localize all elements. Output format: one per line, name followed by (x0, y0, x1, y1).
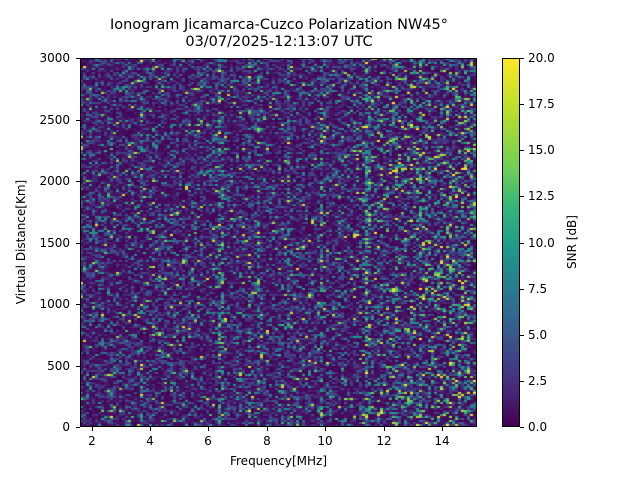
y-tick (76, 120, 80, 121)
colorbar-tick (520, 381, 524, 382)
y-tick (76, 366, 80, 367)
y-tick-label: 1500 (39, 236, 70, 250)
x-tick (325, 427, 326, 431)
y-tick-label: 0 (62, 420, 70, 434)
y-tick-label: 2000 (39, 174, 70, 188)
x-tick-label: 4 (146, 434, 154, 448)
colorbar-tick-label: 7.5 (528, 282, 548, 296)
y-tick (76, 243, 80, 244)
y-tick (76, 304, 80, 305)
x-tick (442, 427, 443, 431)
colorbar-tick (520, 150, 524, 151)
heatmap-canvas (80, 58, 477, 427)
x-tick-label: 14 (434, 434, 450, 448)
colorbar-tick (520, 104, 524, 105)
x-tick (150, 427, 151, 431)
title-line-2: 03/07/2025-12:13:07 UTC (185, 34, 373, 50)
x-tick (384, 427, 385, 431)
y-tick (76, 427, 80, 428)
colorbar-tick-label: 17.5 (528, 97, 555, 111)
title-line-1: Ionogram Jicamarca-Cuzco Polarization NW… (109, 17, 449, 33)
y-tick (76, 181, 80, 182)
x-tick (208, 427, 209, 431)
ionogram-heatmap (80, 58, 477, 427)
colorbar-tick-label: 0.0 (528, 420, 548, 434)
x-axis-title: Frequency[MHz] (229, 454, 328, 468)
x-tick-label: 10 (317, 434, 333, 448)
colorbar-tick (520, 58, 524, 59)
colorbar-tick-label: 2.5 (528, 374, 548, 388)
y-tick-label: 1000 (39, 297, 70, 311)
colorbar-tick-label: 10.0 (528, 236, 555, 250)
x-tick-label: 12 (376, 434, 392, 448)
x-tick-label: 2 (88, 434, 96, 448)
x-tick-label: 6 (204, 434, 212, 448)
colorbar-title: SNR [dB] (565, 215, 579, 269)
colorbar-tick-label: 5.0 (528, 328, 548, 342)
colorbar-tick (520, 289, 524, 290)
colorbar-tick-label: 12.5 (528, 189, 555, 203)
x-tick (92, 427, 93, 431)
x-tick-label: 8 (263, 434, 271, 448)
colorbar-tick-label: 15.0 (528, 143, 555, 157)
y-axis-title: Virtual Distance[Km] (14, 179, 28, 305)
y-tick (76, 58, 80, 59)
colorbar-tick (520, 335, 524, 336)
colorbar-tick (520, 427, 524, 428)
colorbar (502, 58, 520, 427)
y-tick-label: 3000 (39, 51, 70, 65)
x-tick (267, 427, 268, 431)
colorbar-tick-label: 20.0 (528, 51, 555, 65)
y-tick-label: 500 (47, 359, 70, 373)
y-tick-label: 2500 (39, 113, 70, 127)
colorbar-tick (520, 243, 524, 244)
colorbar-tick (520, 196, 524, 197)
